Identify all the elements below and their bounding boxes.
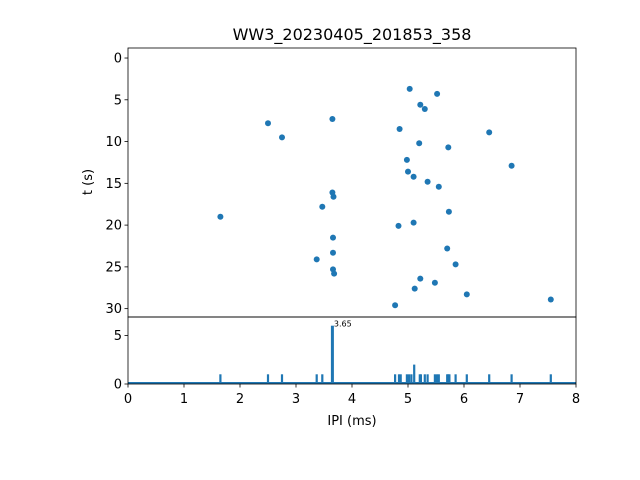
histogram-y-tick-label-5: 5 [114, 329, 122, 344]
histogram-bar-27 [549, 374, 552, 384]
scatter-point-27 [313, 256, 320, 263]
scatter-point-35 [547, 296, 554, 303]
histogram-bar-14 [419, 374, 422, 384]
histogram-bar-26 [510, 374, 513, 384]
histogram-x-axis-label: IPI (ms) [327, 414, 376, 429]
histogram-bar-3 [315, 374, 318, 384]
histogram-bar-7 [397, 374, 401, 384]
histogram-axes-frame [127, 316, 577, 385]
histogram-bar-10 [408, 374, 411, 384]
histogram-bar-19 [437, 374, 440, 384]
scatter-point-26 [330, 249, 336, 256]
scatter-point-36 [392, 302, 399, 309]
scatter-point-10 [445, 144, 452, 151]
histogram-bar-12 [413, 364, 416, 384]
scatter-point-3 [421, 106, 428, 112]
scatter-axes: 0 5 10 15 20 25 30 [105, 47, 577, 318]
scatter-point-16 [435, 183, 442, 190]
scatter-point-30 [331, 270, 338, 277]
histogram-bar-16 [426, 374, 429, 384]
scatter-point-11 [403, 156, 410, 163]
histogram-bar-23 [454, 374, 457, 384]
scatter-y-tick-label-10: 10 [105, 135, 122, 150]
histogram-x-tick-label-3: 3 [292, 392, 300, 407]
histogram-bar-4 [321, 374, 324, 384]
histogram-bar-24 [465, 374, 468, 384]
scatter-point-28 [452, 261, 459, 268]
scatter-point-20 [445, 208, 452, 215]
scatter-point-21 [217, 213, 224, 220]
scatter-point-13 [405, 168, 411, 175]
scatter-point-18 [330, 193, 337, 200]
histogram-bar-9 [405, 374, 408, 384]
scatter-y-tick-label-25: 25 [105, 260, 122, 275]
scatter-point-33 [411, 285, 418, 292]
scatter-point-9 [416, 140, 423, 147]
histogram-x-tick-label-8: 8 [572, 392, 580, 407]
histogram-bar-0 [219, 374, 222, 384]
histogram-bars [219, 325, 552, 384]
histogram-bar-5 [330, 325, 334, 384]
scatter-point-25 [444, 245, 451, 252]
histogram-bar-22 [448, 374, 451, 384]
scatter-point-22 [410, 219, 417, 226]
histogram-bar-11 [410, 374, 413, 384]
scatter-y-tick-label-20: 20 [105, 219, 122, 234]
scatter-point-7 [486, 129, 493, 136]
scatter-y-tick-label-30: 30 [105, 302, 122, 317]
scatter-points [217, 85, 554, 309]
chart-title: WW3_20230405_201853_358 [233, 25, 472, 45]
histogram-bar-17 [433, 374, 436, 384]
histogram-x-tick-label-1: 1 [180, 392, 188, 407]
histogram-bar-1 [266, 374, 270, 384]
histogram-bar-25 [488, 374, 491, 384]
histogram-bar-15 [423, 374, 426, 384]
histogram-x-tick-label-0: 0 [124, 392, 132, 407]
scatter-y-ticks: 0 5 10 15 20 25 30 [105, 52, 128, 317]
histogram-x-ticks: 0 1 2 3 4 5 6 7 8 [124, 384, 580, 407]
scatter-point-31 [417, 275, 424, 282]
scatter-point-5 [265, 120, 271, 127]
scatter-point-6 [396, 126, 403, 132]
histogram-x-tick-label-7: 7 [516, 392, 524, 407]
scatter-point-34 [463, 291, 470, 298]
scatter-point-4 [329, 116, 336, 122]
scatter-y-tick-label-0: 0 [114, 52, 122, 67]
scatter-point-14 [410, 173, 417, 180]
scatter-point-1 [434, 90, 441, 97]
scatter-y-tick-label-15: 15 [105, 177, 122, 192]
histogram-peak-label: 3.65 [334, 320, 352, 329]
scatter-point-8 [279, 134, 285, 141]
histogram-x-tick-label-6: 6 [460, 392, 468, 407]
histogram-x-tick-label-2: 2 [236, 392, 244, 407]
scatter-point-19 [319, 203, 326, 210]
scatter-y-tick-label-5: 5 [114, 93, 122, 108]
scatter-point-24 [330, 234, 336, 241]
scatter-point-15 [424, 178, 431, 185]
scatter-point-2 [417, 101, 424, 108]
histogram-x-tick-label-4: 4 [348, 392, 356, 407]
scatter-point-0 [406, 85, 413, 92]
scatter-point-12 [508, 162, 515, 169]
histogram-bar-6 [394, 374, 397, 384]
scatter-y-axis-label: t (s) [81, 169, 96, 195]
histogram-bar-2 [280, 374, 284, 384]
histogram-x-tick-label-5: 5 [404, 392, 412, 407]
histogram-bar-8 [399, 374, 402, 384]
histogram-y-ticks: 05 [114, 329, 128, 393]
scatter-point-23 [395, 222, 402, 229]
histogram-bar-18 [436, 374, 439, 384]
scatter-point-32 [431, 279, 438, 286]
histogram-y-tick-label-0: 0 [114, 378, 122, 393]
